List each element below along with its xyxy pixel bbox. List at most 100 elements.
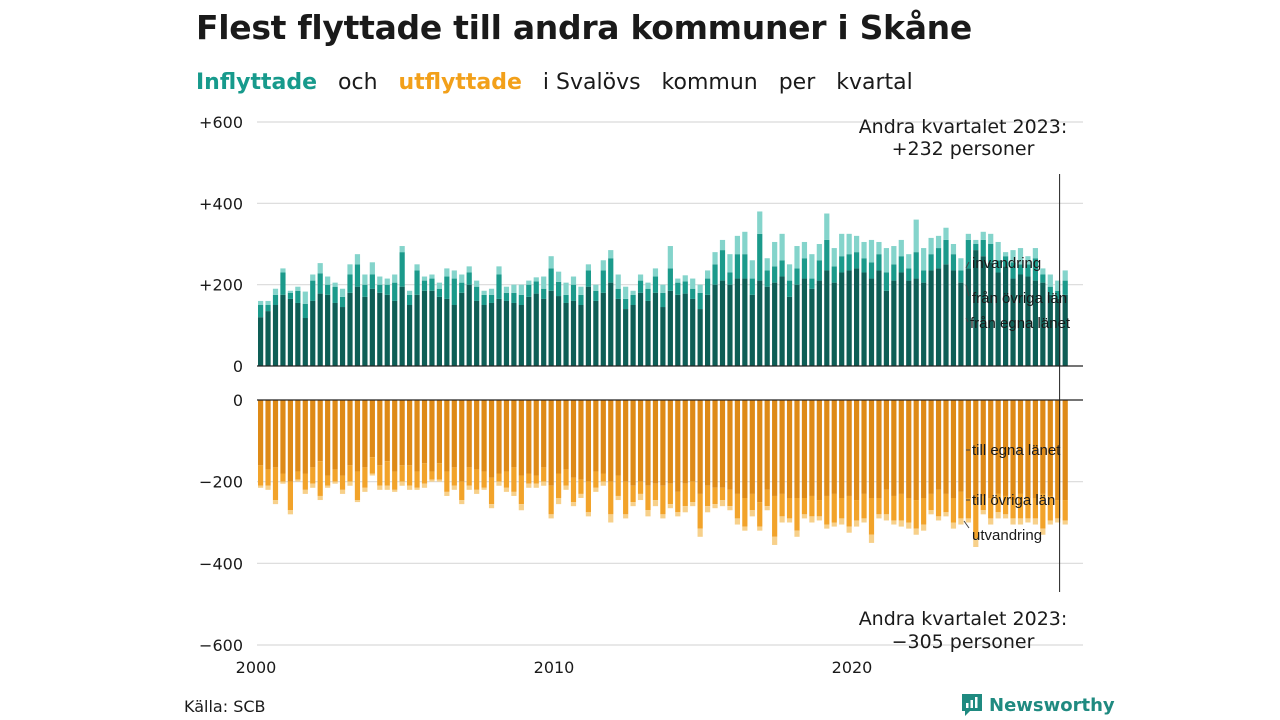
inflow-bar-segment — [854, 252, 860, 269]
outflow-bar-segment — [801, 514, 808, 519]
outflow-bar-segment — [608, 514, 614, 523]
inflow-bar-segment — [339, 296, 346, 308]
outflow-bar-segment — [466, 400, 472, 468]
inflow-bar-segment — [719, 239, 726, 251]
y-tick-label: +200 — [199, 276, 243, 295]
chart-labels: +600 +400 +200 0 0 −200 −400 −600 2000 2010 2020 An… — [199, 113, 1071, 677]
inflow-bar-segment — [682, 275, 688, 282]
inflow-bar-segment — [697, 292, 703, 310]
inflow-bar-segment — [600, 270, 606, 293]
inflow-bar-segment — [421, 276, 428, 281]
outflow-bar-segment — [1062, 520, 1068, 525]
inflow-bar-segment — [436, 296, 442, 366]
inflow-bar-segment — [734, 235, 740, 255]
inflow-bar-segment — [272, 305, 279, 366]
outflow-bar-segment — [578, 479, 584, 494]
inflow-bar-segment — [757, 280, 763, 366]
inflow-bar-segment — [965, 239, 971, 269]
outflow-bar-segment — [764, 506, 770, 511]
inflow-bar-segment — [906, 268, 912, 281]
inflow-bar-segment — [481, 305, 487, 366]
outflow-bar-segment — [883, 400, 889, 490]
inflow-bar-segment — [369, 288, 375, 366]
inflow-bar-segment — [481, 294, 487, 305]
inflow-bar-segment — [898, 239, 904, 257]
inflow-bar-segment — [503, 300, 510, 366]
outflow-bar-segment — [719, 500, 726, 507]
inflow-bar-segment — [876, 254, 882, 271]
inflow-bar-segment — [287, 290, 293, 293]
brand-logo[interactable]: Newsworthy — [961, 693, 1115, 717]
outflow-bar-segment — [772, 495, 778, 537]
outflow-bar-segment — [459, 481, 465, 501]
inflow-bar-segment — [868, 262, 875, 279]
outflow-bar-segment — [734, 400, 740, 494]
inflow-bar-segment — [429, 290, 435, 366]
outflow-bar-segment — [1032, 498, 1038, 519]
inflow-bar-segment — [943, 239, 949, 265]
inflow-bar-segment — [258, 300, 264, 305]
outflow-bar-segment — [407, 485, 413, 490]
inflow-bar-segment — [310, 274, 316, 281]
outflow-bar-segment — [846, 495, 852, 527]
y-tick-label: +600 — [199, 113, 243, 132]
inflow-bar-segment — [317, 273, 323, 294]
outflow-bar-segment — [660, 485, 666, 515]
inflow-bar-segment — [1062, 270, 1068, 281]
inflow-bar-segment — [682, 293, 688, 366]
inflow-bar-segment — [637, 292, 644, 366]
inflow-bar-segment — [705, 270, 711, 279]
outflow-bar-segment — [995, 400, 1001, 494]
outflow-bar-segment — [705, 400, 711, 486]
outflow-bar-segment — [414, 471, 420, 488]
inflow-bar-segment — [772, 266, 778, 283]
outflow-bar-segment — [1017, 493, 1024, 519]
outflow-bar-segment — [779, 516, 785, 523]
outflow-bar-segment — [801, 498, 808, 515]
outflow-bar-segment — [459, 500, 465, 505]
outflow-bar-segment — [407, 400, 413, 466]
segment-leader-line — [965, 261, 970, 269]
inflow-bar-segment — [742, 278, 748, 366]
outflow-bar-segment — [563, 469, 569, 486]
outflow-bar-segment — [526, 483, 532, 488]
outflow-bar-segment — [682, 483, 688, 507]
inflow-bar-segment — [906, 254, 912, 269]
inflow-bar-segment — [287, 298, 293, 366]
outflow-bar-segment — [392, 400, 398, 472]
inflow-bar-segment — [429, 274, 435, 279]
outflow-bars — [258, 400, 1068, 547]
inflow-bar-segment — [734, 254, 740, 279]
outflow-bar-segment — [615, 475, 621, 496]
outflow-bar-segment — [474, 489, 480, 494]
outflow-bar-segment — [1040, 528, 1046, 535]
inflow-bar-segment — [518, 284, 524, 295]
outflow-bar-segment — [868, 400, 875, 498]
inflow-bar-segment — [906, 280, 912, 366]
inflow-bar-segment — [526, 280, 532, 285]
segment-label-in: från övriga län — [972, 290, 1067, 307]
outflow-bar-segment — [354, 400, 361, 472]
segment-label-out: till övriga län — [972, 492, 1055, 509]
outflow-bar-segment — [645, 400, 651, 486]
inflow-bar-segment — [1032, 280, 1038, 366]
outflow-bar-segment — [302, 400, 308, 474]
outflow-bar-segment — [988, 498, 994, 519]
inflow-bar-segment — [593, 300, 599, 366]
inflow-bar-segment — [272, 288, 279, 295]
inflow-bar-segment — [831, 266, 837, 283]
outflow-bar-segment — [280, 481, 286, 484]
outflow-bar-segment — [883, 489, 889, 515]
inflow-bar-segment — [265, 300, 271, 305]
segment-label-in: invandring — [972, 255, 1041, 272]
inflow-bar-segment — [325, 276, 331, 285]
inflow-bar-segment — [295, 302, 301, 366]
outflow-bar-segment — [794, 530, 800, 537]
outflow-bar-segment — [928, 493, 934, 511]
inflow-bar-segment — [675, 278, 681, 283]
inflow-bar-segment — [548, 268, 554, 291]
inflow-bar-segment — [660, 284, 666, 293]
outflow-bar-segment — [258, 485, 264, 488]
outflow-bar-segment — [861, 493, 867, 519]
outflow-bar-segment — [935, 489, 942, 517]
